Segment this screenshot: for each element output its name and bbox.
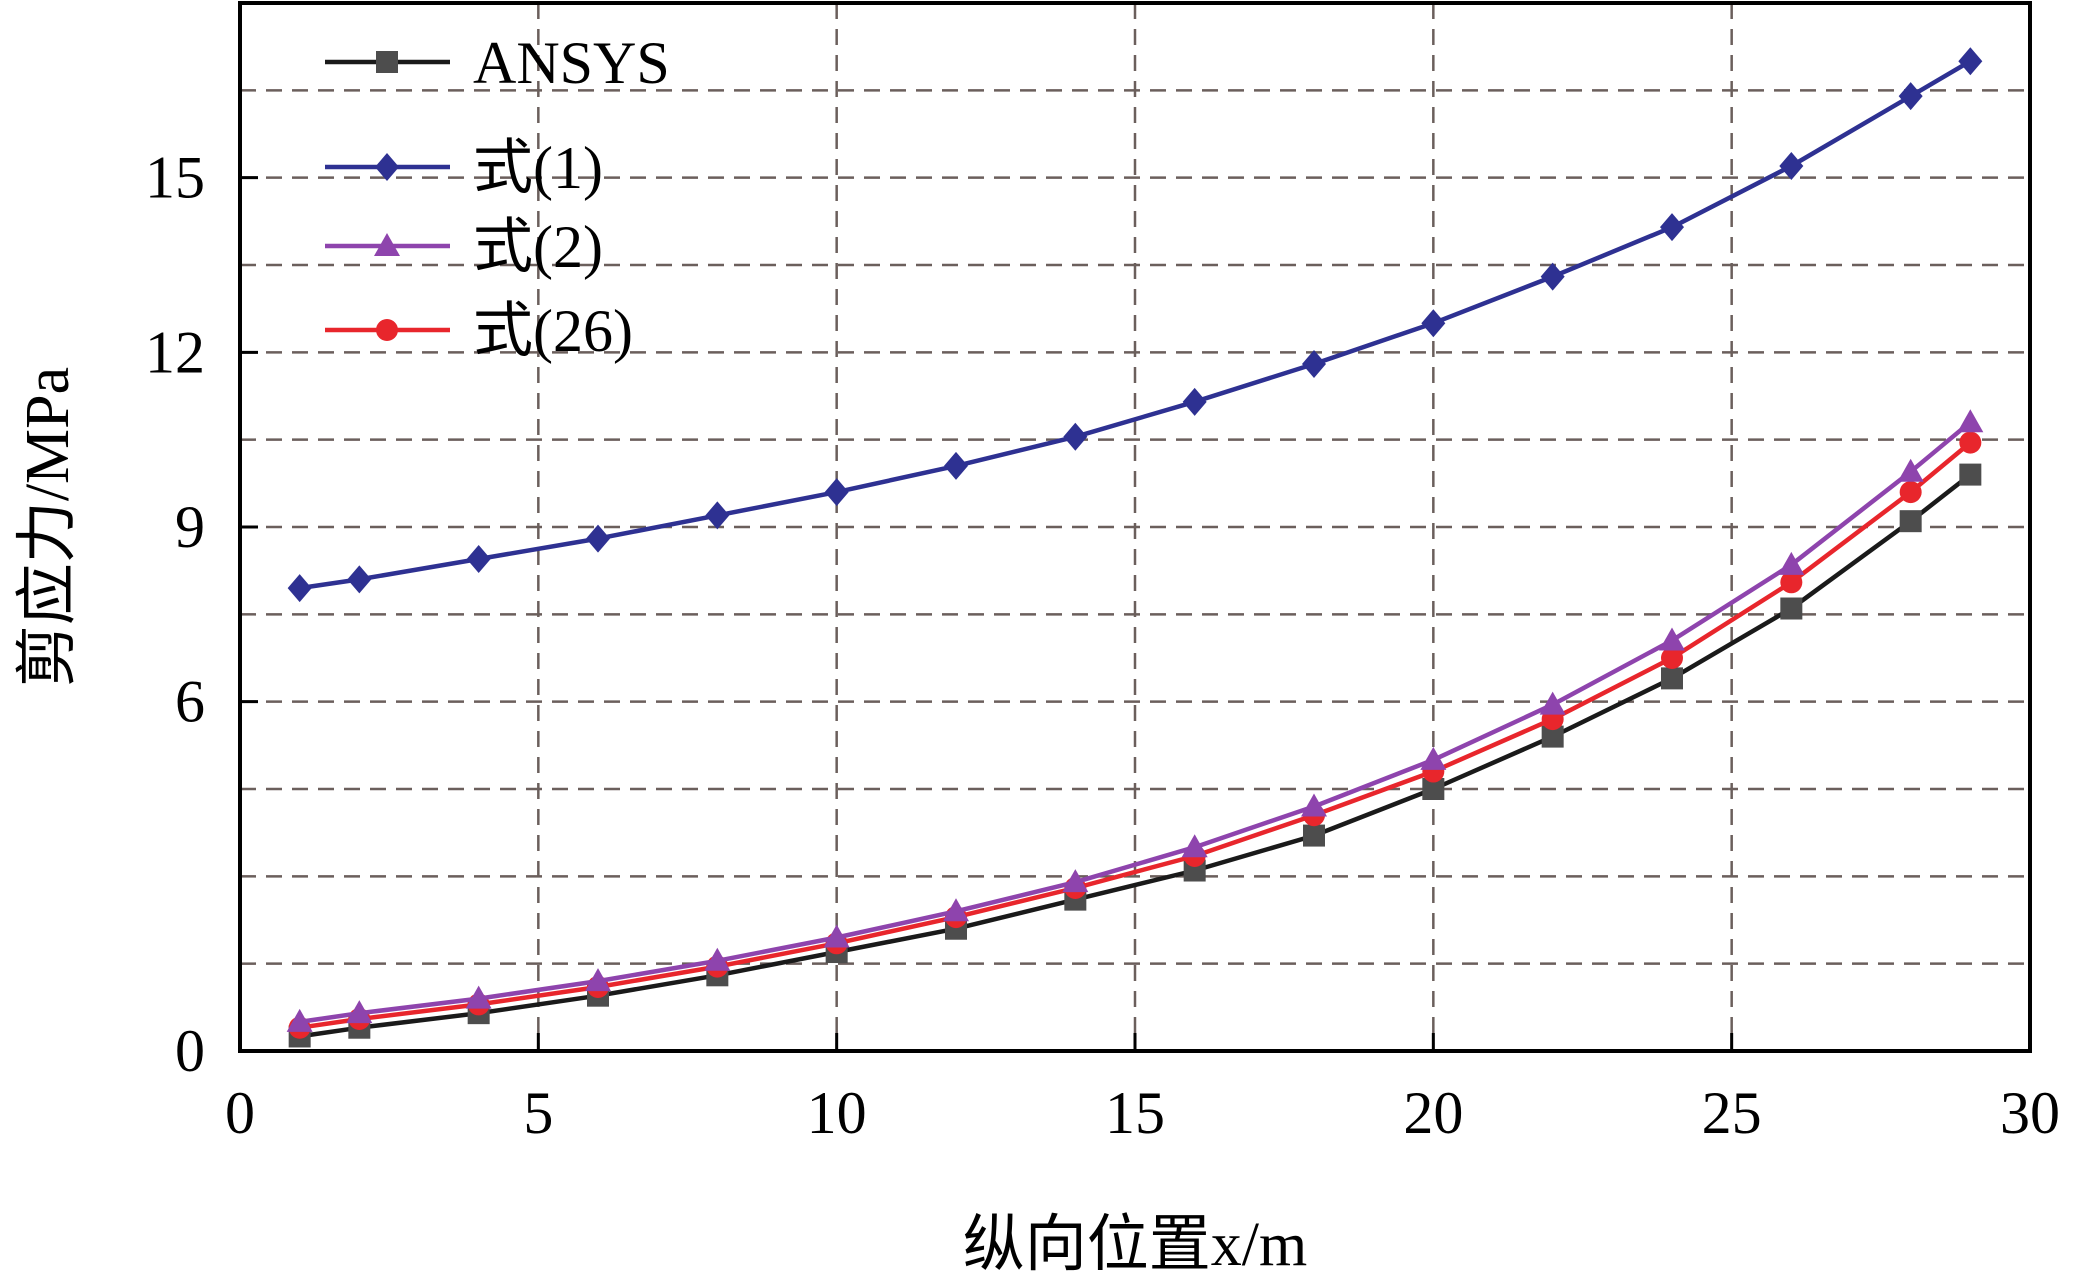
axis-ticks bbox=[238, 176, 2032, 1053]
data-point bbox=[1959, 463, 1982, 486]
series-3 bbox=[286, 409, 1984, 1032]
y-tick-label: 9 bbox=[175, 494, 205, 560]
legend-swatch-marker bbox=[376, 319, 398, 341]
data-point bbox=[823, 924, 850, 948]
y-tick-label: 6 bbox=[175, 669, 205, 735]
data-point bbox=[287, 574, 312, 603]
series-2 bbox=[287, 47, 1983, 603]
data-point bbox=[1661, 667, 1683, 690]
data-point bbox=[1303, 824, 1325, 847]
legend-label: ANSYS bbox=[473, 30, 670, 96]
x-tick-label: 0 bbox=[225, 1080, 255, 1146]
legend: ANSYS 式(1) 式(2) 式(26) bbox=[325, 30, 670, 364]
series-layer bbox=[286, 47, 1984, 1048]
data-point bbox=[824, 478, 849, 507]
data-point bbox=[1899, 510, 1922, 533]
legend-label: 式(26) bbox=[473, 298, 633, 364]
data-point bbox=[1898, 82, 1923, 111]
legend-item: 式(26) bbox=[325, 298, 633, 364]
data-point bbox=[586, 524, 610, 553]
data-point bbox=[943, 898, 969, 922]
legend-item: ANSYS bbox=[325, 30, 670, 96]
data-point bbox=[1659, 627, 1685, 651]
series-line bbox=[299, 59, 1972, 591]
legend-swatch-marker bbox=[376, 51, 398, 73]
data-point bbox=[704, 947, 731, 971]
data-point bbox=[944, 451, 968, 480]
y-axis-label: 剪应力/MPa bbox=[14, 367, 82, 687]
legend-label: 式(1) bbox=[473, 135, 603, 201]
legend-swatch-marker bbox=[375, 153, 399, 181]
data-point bbox=[1302, 349, 1326, 378]
data-point bbox=[1420, 746, 1447, 770]
x-axis-label: 纵向位置x/m bbox=[963, 1211, 1307, 1279]
data-point bbox=[346, 1000, 373, 1024]
data-point bbox=[1660, 213, 1684, 242]
legend-label: 式(2) bbox=[473, 214, 603, 280]
data-point bbox=[1778, 551, 1805, 575]
data-point bbox=[1779, 152, 1804, 181]
y-tick-label: 0 bbox=[175, 1018, 205, 1084]
data-point bbox=[1540, 262, 1565, 291]
data-point bbox=[1421, 309, 1446, 338]
data-point bbox=[1422, 778, 1445, 800]
data-point bbox=[1301, 793, 1327, 817]
data-point bbox=[347, 565, 372, 594]
data-point bbox=[1958, 47, 1983, 76]
legend-swatch-marker bbox=[374, 233, 400, 256]
x-tick-label: 30 bbox=[2000, 1080, 2060, 1146]
grid-lines bbox=[240, 3, 2030, 1051]
data-point bbox=[1899, 481, 1922, 504]
data-point bbox=[1181, 834, 1208, 858]
data-point bbox=[466, 545, 491, 574]
data-point bbox=[1182, 387, 1207, 416]
data-point bbox=[1063, 422, 1088, 451]
data-point bbox=[1661, 647, 1683, 669]
legend-item: 式(1) bbox=[325, 135, 603, 201]
series-line bbox=[299, 420, 1972, 1025]
x-tick-label: 5 bbox=[523, 1080, 553, 1146]
data-point bbox=[1780, 597, 1803, 620]
x-tick-label: 10 bbox=[807, 1080, 867, 1146]
data-point bbox=[1780, 571, 1803, 594]
data-point bbox=[465, 985, 492, 1009]
legend-item: 式(2) bbox=[325, 214, 603, 280]
series-line bbox=[299, 472, 1972, 1039]
tick-labels: 0 5 10 15 20 25 30 0 6 9 12 15 bbox=[145, 145, 2060, 1146]
data-point bbox=[1957, 409, 1984, 433]
x-tick-label: 15 bbox=[1105, 1080, 1165, 1146]
x-tick-label: 25 bbox=[1702, 1080, 1762, 1146]
data-point bbox=[1959, 431, 1982, 454]
y-tick-label: 12 bbox=[145, 319, 205, 385]
data-point bbox=[1541, 725, 1564, 748]
series-line bbox=[299, 440, 1972, 1030]
data-point bbox=[1897, 458, 1924, 482]
data-point bbox=[286, 1008, 313, 1032]
data-point bbox=[585, 968, 611, 992]
data-point bbox=[1062, 869, 1089, 893]
y-tick-label: 15 bbox=[145, 145, 205, 211]
x-tick-label: 20 bbox=[1403, 1080, 1463, 1146]
data-point bbox=[1539, 691, 1566, 715]
data-point bbox=[705, 501, 730, 530]
